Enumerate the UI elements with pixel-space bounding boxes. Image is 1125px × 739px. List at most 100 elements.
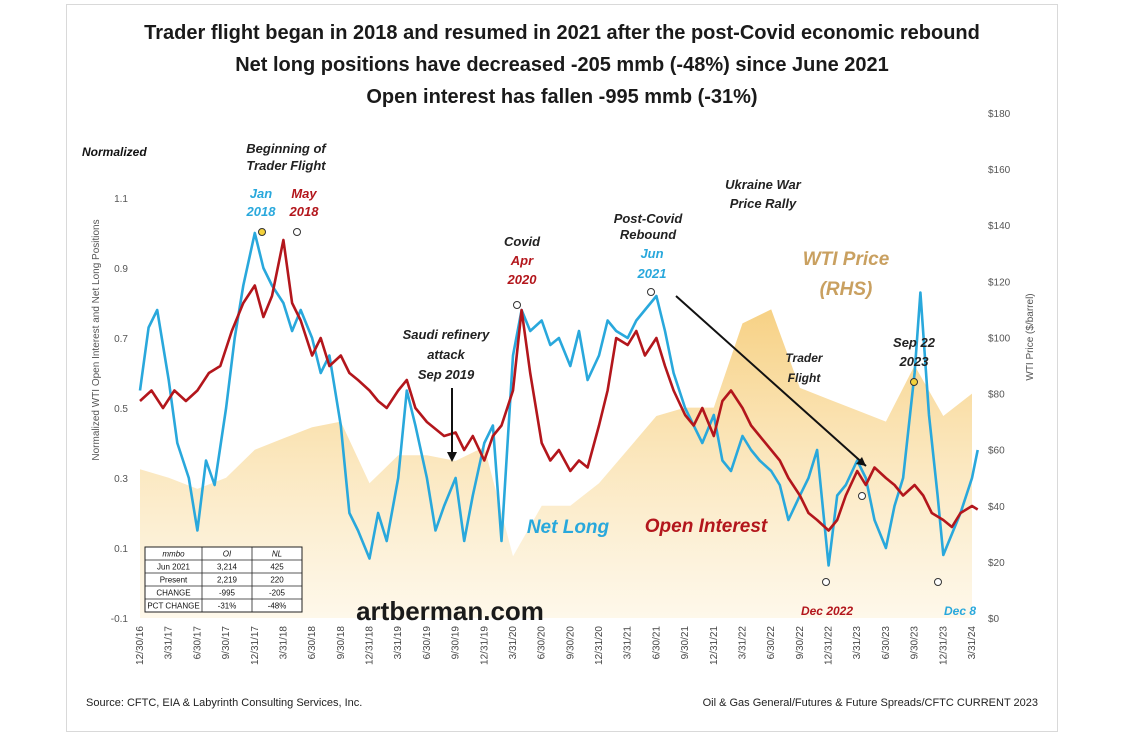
- right-tick-label: $40: [988, 502, 1005, 513]
- left-tick-label: 1.1: [114, 194, 128, 205]
- x-tick-label: 12/31/23: [938, 626, 949, 665]
- annotation-text: Net Long: [527, 517, 610, 538]
- table-cell: -31%: [218, 602, 237, 611]
- x-tick-label: 12/31/21: [709, 626, 720, 665]
- marker-apr-2020: [513, 301, 521, 309]
- table-header-cell: mmbo: [162, 550, 185, 559]
- x-tick-label: 9/30/18: [336, 626, 347, 660]
- x-tick-label: 9/30/17: [221, 626, 232, 660]
- right-tick-label: $120: [988, 277, 1011, 288]
- marker-mid-2023: [858, 492, 866, 500]
- x-tick-label: 3/31/18: [278, 626, 289, 660]
- table-cell: -48%: [268, 602, 287, 611]
- left-tick-label: 0.7: [114, 334, 128, 345]
- trader-flight-arrow: [675, 295, 867, 467]
- saudi-attack-arrow-head: [447, 452, 457, 462]
- x-tick-label: 9/30/20: [565, 626, 576, 660]
- watermark: artberman.com: [356, 596, 544, 626]
- annotation-text: Flight: [788, 371, 822, 385]
- series-line-layer: [138, 231, 979, 567]
- table-cell: 220: [270, 576, 284, 585]
- annotation-text: 2018: [246, 204, 277, 219]
- annotation-text: Ukraine War: [725, 177, 802, 192]
- right-tick-label: $100: [988, 333, 1011, 344]
- left-axis-label: Normalized WTI Open Interest and Net Lon…: [91, 219, 102, 460]
- marker-may-2018: [293, 228, 301, 236]
- table-cell: PCT CHANGE: [147, 602, 199, 611]
- chart-title-line-2: Net long positions have decreased -205 m…: [235, 54, 889, 76]
- annotation-text: 2023: [899, 354, 930, 369]
- x-tick-label: 3/31/21: [623, 626, 634, 660]
- x-tick-label: 3/31/20: [508, 626, 519, 660]
- tick-layer: 1.1 0.9 0.7 0.5 0.3 0.1 -0.1 $180 $160 $140 $120 $1…: [111, 109, 1011, 665]
- x-tick-label: 12/31/19: [479, 626, 490, 665]
- annotation-text: attack: [427, 347, 465, 362]
- annotation-text: Dec 8: [944, 604, 976, 618]
- annotation-text: 2021: [637, 266, 667, 281]
- table-cell: 2,219: [217, 576, 238, 585]
- table-cell: CHANGE: [156, 589, 190, 598]
- x-tick-label: 6/30/20: [537, 626, 548, 660]
- x-tick-label: 3/31/19: [393, 626, 404, 660]
- annotation-text: Beginning of: [246, 141, 327, 156]
- open-interest-line: [139, 238, 979, 532]
- table-cell: Present: [160, 576, 188, 585]
- x-tick-label: 3/31/23: [852, 626, 863, 660]
- right-tick-label: $80: [988, 390, 1005, 401]
- x-tick-label: 9/30/21: [680, 626, 691, 660]
- right-axis-label: WTI Price ($/barrel): [1025, 293, 1036, 380]
- x-tick-label: 3/31/24: [967, 626, 978, 660]
- annotation-text: Saudi refinery: [403, 327, 490, 342]
- x-tick-label: 6/30/23: [881, 626, 892, 660]
- annotation-text: Covid: [504, 234, 541, 249]
- footer-right-note: Oil & Gas General/Futures & Future Sprea…: [703, 697, 1038, 709]
- x-tick-label: 3/31/22: [737, 626, 748, 660]
- marker-sep-2023: [910, 378, 918, 386]
- annotation-text: May: [291, 186, 317, 201]
- table-cell: -205: [269, 589, 286, 598]
- left-tick-label: 0.9: [114, 264, 128, 275]
- chart-title-line-3: Open interest has fallen -995 mmb (-31%): [366, 86, 757, 108]
- x-tick-label: 12/30/16: [135, 626, 146, 665]
- source-note: Source: CFTC, EIA & Labyrinth Consulting…: [86, 697, 362, 709]
- right-tick-label: $180: [988, 109, 1011, 120]
- table-header-cell: OI: [223, 550, 232, 559]
- x-tick-label: 9/30/22: [795, 626, 806, 660]
- table-cell: 3,214: [217, 563, 238, 572]
- left-axis-header: Normalized: [82, 145, 147, 159]
- left-tick-label: 0.5: [114, 404, 128, 415]
- annotation-text: (RHS): [820, 279, 873, 300]
- trader-flight-arrow-head: [856, 457, 866, 466]
- x-tick-label: 9/30/19: [451, 626, 462, 660]
- x-tick-label: 12/31/20: [594, 626, 605, 665]
- annotation-text: Sep 2019: [418, 367, 475, 382]
- right-tick-label: $140: [988, 221, 1011, 232]
- table-header-cell: NL: [272, 550, 282, 559]
- annotation-text: Open Interest: [645, 516, 768, 537]
- annotation-text: Jan: [250, 186, 272, 201]
- table-cell: Jun 2021: [157, 563, 190, 572]
- marker-dec-2022: [822, 578, 830, 586]
- annotation-text: Jun: [640, 246, 663, 261]
- x-tick-label: 6/30/18: [307, 626, 318, 660]
- right-tick-label: $0: [988, 614, 1000, 625]
- price-area-layer: [140, 309, 972, 618]
- wti-price-area: [140, 309, 972, 618]
- net-long-line: [138, 231, 979, 567]
- x-tick-label: 6/30/22: [766, 626, 777, 660]
- marker-jun-2021: [647, 288, 655, 296]
- annotation-layer: Beginning of Trader Flight Jan 2018 May 2018 S…: [246, 141, 977, 618]
- x-tick-label: 6/30/19: [422, 626, 433, 660]
- left-tick-label: 0.1: [114, 544, 128, 555]
- right-tick-label: $160: [988, 165, 1011, 176]
- table-cell: 425: [270, 563, 284, 572]
- left-tick-label: 0.3: [114, 474, 128, 485]
- x-tick-label: 6/30/17: [192, 626, 203, 660]
- annotation-text: Price Rally: [730, 196, 797, 211]
- right-tick-label: $60: [988, 446, 1005, 457]
- marker-dec-8: [934, 578, 942, 586]
- chart-title-line-1: Trader flight began in 2018 and resumed …: [144, 22, 980, 44]
- x-tick-label: 12/31/17: [250, 626, 261, 665]
- annotation-text: WTI Price: [803, 249, 890, 270]
